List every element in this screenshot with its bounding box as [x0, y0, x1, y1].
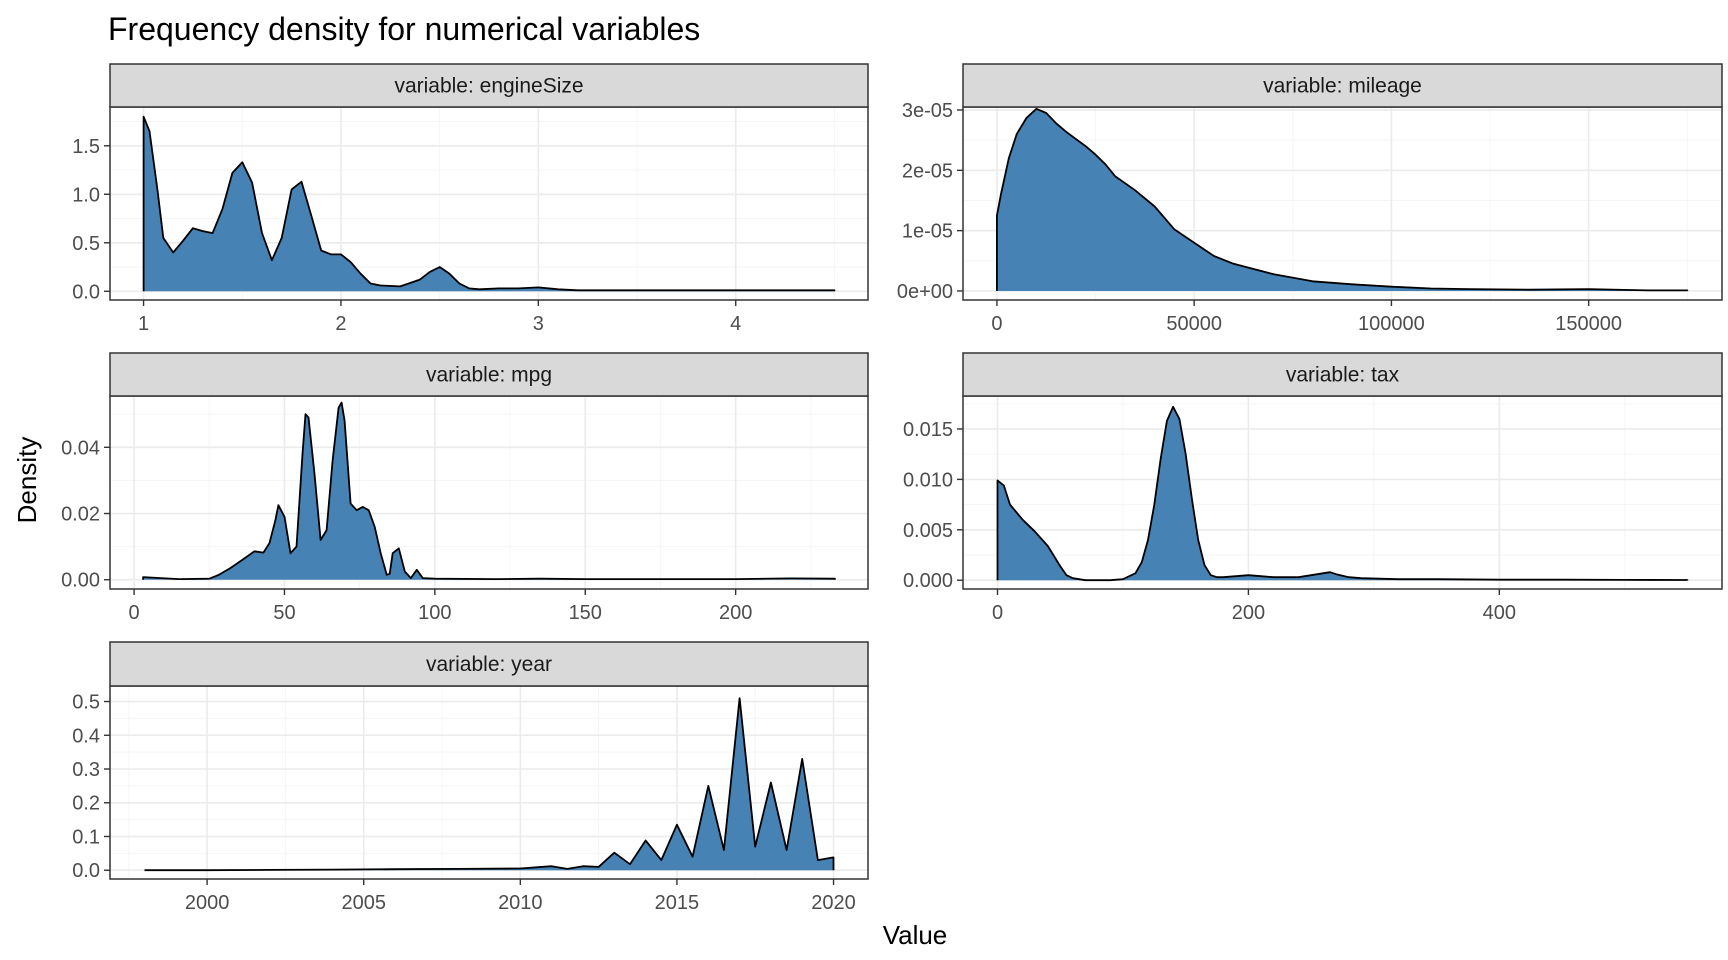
y-tick-label: 3e-05 [902, 100, 953, 122]
facet-panel: variable: tax 0 200 400 0.000 0.005 0.010 0.015 [903, 352, 1723, 624]
facet-strip [109, 63, 869, 108]
chart-title: Frequency density for numerical variable… [108, 11, 700, 47]
x-tick-label: 2015 [655, 892, 700, 914]
x-tick-label: 200 [1232, 602, 1265, 624]
y-axis-title: Density [12, 437, 42, 524]
facet-strip [109, 352, 869, 397]
y-tick-label: 1.0 [72, 184, 100, 206]
y-tick-label: 0.015 [903, 419, 953, 441]
x-tick-label: 400 [1483, 602, 1516, 624]
y-tick-label: 0.0 [72, 860, 100, 882]
panel-background [963, 396, 1722, 589]
facet-strip-label: variable: mileage [1263, 75, 1422, 98]
y-tick-label: 0.5 [72, 233, 100, 255]
facet-panel: variable: engineSize 1 2 3 4 0.0 0.5 1.0 1.5 [72, 63, 869, 335]
x-tick-label: 2005 [341, 892, 386, 914]
y-tick-label: 0.000 [903, 570, 953, 592]
x-tick-label: 2 [335, 313, 346, 335]
y-tick-label: 0.3 [72, 759, 100, 781]
density-area [996, 108, 1688, 291]
x-tick-label: 100 [418, 602, 451, 624]
x-tick-label: 4 [730, 313, 741, 335]
x-tick-label: 0 [129, 602, 140, 624]
y-tick-label: 1e-05 [902, 221, 953, 243]
facet-panel: variable: year 2000 2005 2010 2015 2020 0.0 0.1… [72, 641, 869, 914]
x-axis-title: Value [883, 920, 948, 950]
x-tick-label: 50000 [1166, 313, 1222, 335]
y-tick-label: 0.005 [903, 520, 953, 542]
facet-panel: variable: mileage 0 50000 100000 150000 0e+00… [897, 63, 1723, 335]
y-tick-label: 0.2 [72, 793, 100, 815]
y-tick-label: 1.5 [72, 136, 100, 158]
y-tick-label: 0.02 [61, 504, 100, 526]
facet-strip-label: variable: year [426, 653, 552, 676]
y-tick-label: 0e+00 [897, 281, 953, 303]
density-outline [996, 405, 1689, 582]
y-tick-label: 0.00 [61, 570, 100, 592]
facet-strip [962, 352, 1723, 397]
density-area [143, 402, 835, 580]
x-tick-label: 0 [991, 313, 1002, 335]
y-tick-label: 0.1 [72, 826, 100, 848]
density-area [144, 698, 834, 871]
x-tick-label: 0 [992, 602, 1003, 624]
x-tick-label: 3 [533, 313, 544, 335]
y-tick-label: 0.4 [72, 725, 100, 747]
density-outline [144, 697, 835, 872]
x-tick-label: 2000 [185, 892, 230, 914]
y-tick-label: 0.04 [61, 437, 100, 459]
density-area [997, 406, 1688, 581]
density-outline [996, 107, 1689, 292]
panel-background [110, 396, 868, 589]
facet-strip [962, 63, 1723, 108]
x-tick-label: 150 [569, 602, 602, 624]
density-outline [142, 115, 836, 292]
x-tick-label: 150000 [1555, 313, 1622, 335]
density-area [143, 116, 835, 292]
y-tick-label: 0.0 [72, 281, 100, 303]
x-tick-label: 50 [273, 602, 295, 624]
facet-strip [109, 641, 869, 687]
facet-strip-label: variable: mpg [426, 364, 552, 387]
x-tick-label: 2020 [811, 892, 856, 914]
facet-strip-label: variable: engineSize [394, 75, 583, 98]
x-tick-label: 200 [719, 602, 752, 624]
x-tick-label: 100000 [1358, 313, 1425, 335]
x-tick-label: 2010 [498, 892, 543, 914]
density-outline [142, 401, 836, 580]
y-tick-label: 0.5 [72, 692, 100, 714]
y-tick-label: 0.010 [903, 469, 953, 491]
facet-panel: variable: mpg 0 50 100 150 200 0.00 0.02 0.04 [61, 352, 869, 624]
facet-strip-label: variable: tax [1286, 364, 1400, 387]
y-tick-label: 2e-05 [902, 160, 953, 182]
x-tick-label: 1 [138, 313, 149, 335]
